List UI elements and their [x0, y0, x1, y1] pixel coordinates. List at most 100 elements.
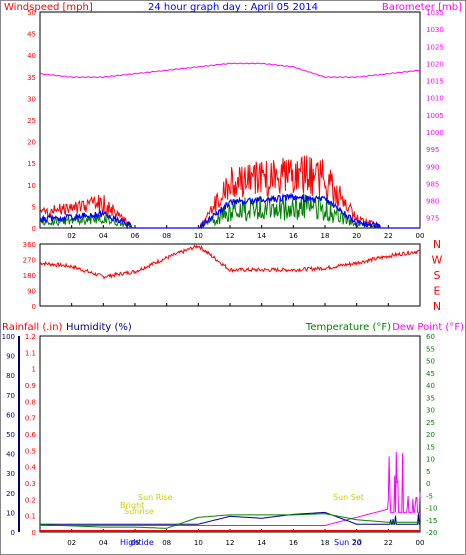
- windspeed-tick-label: 40: [27, 52, 36, 60]
- barometer-tick-label: 995: [426, 146, 439, 154]
- temperature-tick-label: 40: [426, 382, 435, 390]
- temperature-tick-label: -10: [426, 505, 437, 513]
- barometer-axis-label: Barometer [mb]: [382, 2, 462, 13]
- temperature-tick-label: 5: [426, 468, 430, 476]
- humidity-axis-label: Humidity (%): [66, 322, 132, 333]
- x-tick-label: 22: [384, 539, 393, 547]
- rainfall-tick-label: 1: [32, 366, 36, 374]
- bottom-x-tick-labels: 02 04 06 08 10 12 14 16 18 20 22 00: [67, 539, 424, 547]
- rainfall-tick-label: 0.9: [25, 382, 36, 390]
- barometer-tick-label: 1025: [426, 43, 444, 51]
- barometer-tick-labels: 1035 1030 1025 1020 1015 1010 1005 1000 995 990 98…: [426, 9, 444, 223]
- compass-label: S: [434, 269, 441, 282]
- temperature-tick-label: 15: [426, 443, 435, 451]
- humidity-tick-label: 20: [6, 490, 15, 498]
- top-x-tick-labels: 02 04 06 08 10 12 14 16 18 20 22 00: [67, 232, 424, 240]
- annotation-sun-rise: Sun Rise: [138, 493, 173, 502]
- humidity-tick-label: 30: [6, 470, 15, 478]
- humidity-tick-label: 90: [6, 353, 15, 361]
- temperature-axis-label: Temperature (°F): [305, 322, 391, 333]
- humidity-tick-label: 50: [6, 431, 15, 439]
- rainfall-tick-label: 0.7: [25, 415, 36, 423]
- annotation-sun-20: Sun 20: [334, 538, 362, 547]
- windspeed-tick-label: 15: [27, 160, 36, 168]
- direction-tick-label: 180: [23, 272, 36, 280]
- windspeed-tick-label: 0: [32, 225, 36, 233]
- rainfall-tick-label: 0.6: [25, 431, 37, 439]
- humidity-tick-label: 60: [6, 411, 15, 419]
- annotation-sunrise: Sunrise: [124, 507, 154, 516]
- windspeed-tick-label: 35: [27, 74, 36, 82]
- rainfall-tick-label: 1.2: [25, 333, 36, 341]
- humidity-series: [40, 511, 420, 525]
- x-tick-label: 04: [99, 539, 108, 547]
- annotation-sun-set: Sun Set: [333, 493, 364, 502]
- annotation-high-tide: Hightide: [120, 538, 154, 547]
- top-series: [39, 62, 421, 230]
- x-tick-label: 12: [226, 539, 235, 547]
- rainfall-tick-label: 0.8: [25, 398, 36, 406]
- compass-label: W: [432, 254, 443, 267]
- compass-label: N: [433, 238, 441, 251]
- direction-tick-label: 270: [23, 257, 36, 265]
- barometer-tick-label: 980: [426, 198, 439, 206]
- temperature-tick-label: 20: [426, 431, 435, 439]
- direction-tick-label: 360: [23, 241, 36, 249]
- windspeed-axis-label: Windspeed [mph]: [4, 2, 93, 13]
- humidity-tick-label: 10: [6, 509, 15, 517]
- rainfall-tick-labels: 1.2 1.1 1 0.9 0.8 0.7 0.6 0.5 0.4 0.3 0.2 0.1 0: [25, 333, 37, 537]
- rainfall-tick-label: 0.4: [25, 464, 37, 472]
- solar-radiation-series: [40, 451, 421, 526]
- dewpoint-axis-label: Dew Point (°F): [392, 322, 464, 333]
- temperature-tick-label: 30: [426, 407, 435, 415]
- x-tick-label: 02: [67, 539, 76, 547]
- temperature-tick-label: 60: [426, 333, 435, 341]
- direction-tick-label: 90: [27, 288, 36, 296]
- temperature-tick-label: 35: [426, 394, 435, 402]
- x-tick-label: 22: [384, 232, 393, 240]
- barometer-tick-label: 1005: [426, 112, 444, 120]
- temperature-tick-label: 55: [426, 345, 435, 353]
- x-tick-label: 06: [131, 232, 140, 240]
- x-tick-label: 02: [67, 232, 76, 240]
- temperature-tick-label: -15: [426, 517, 437, 525]
- x-tick-label: 08: [162, 539, 171, 547]
- x-tick-label: 00: [416, 232, 425, 240]
- temperature-tick-label: 45: [426, 370, 435, 378]
- windspeed-tick-label: 5: [32, 203, 36, 211]
- wind-direction-series: [39, 244, 421, 280]
- x-tick-label: 10: [194, 232, 203, 240]
- windspeed-gust-series: [39, 155, 420, 229]
- temperature-tick-label: 10: [426, 456, 435, 464]
- humidity-tick-label: 0: [11, 529, 15, 537]
- x-tick-label: 18: [321, 232, 330, 240]
- x-tick-label: 10: [194, 539, 203, 547]
- x-tick-label: 16: [289, 539, 298, 547]
- compass-label: E: [434, 285, 441, 298]
- windspeed-tick-label: 45: [27, 31, 36, 39]
- barometer-tick-label: 990: [426, 163, 439, 171]
- temperature-tick-label: 50: [426, 358, 435, 366]
- temperature-tick-label: -20: [426, 529, 437, 537]
- direction-tick-label: 0: [32, 303, 36, 311]
- x-tick-label: 00: [416, 539, 425, 547]
- x-tick-label: 04: [99, 232, 108, 240]
- windspeed-tick-label: 30: [27, 95, 36, 103]
- barometer-tick-label: 1000: [426, 129, 444, 137]
- barometer-tick-label: 975: [426, 215, 439, 223]
- temperature-series: [39, 513, 420, 529]
- barometer-series: [39, 62, 421, 79]
- humidity-tick-label: 100: [2, 333, 15, 341]
- annotation-bright: Bright: [120, 501, 144, 510]
- x-tick-label: 14: [257, 539, 266, 547]
- x-tick-label: 16: [289, 232, 298, 240]
- direction-tick-labels: 360 270 180 90 0: [23, 241, 36, 311]
- rainfall-tick-label: 0.2: [25, 496, 36, 504]
- barometer-tick-label: 985: [426, 180, 439, 188]
- windspeed-average-series: [39, 192, 420, 230]
